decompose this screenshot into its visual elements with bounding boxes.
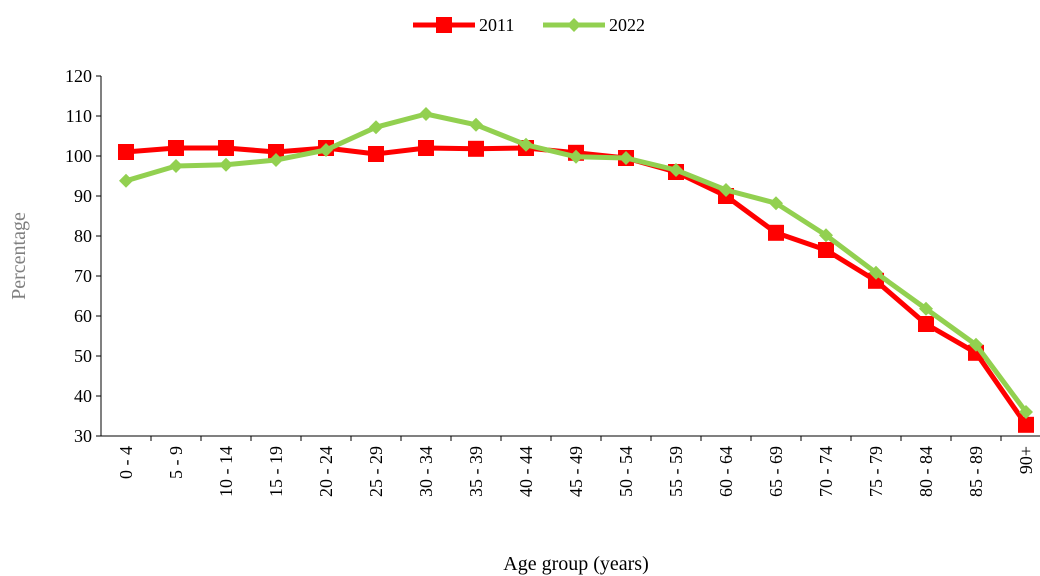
x-tick-label: 45 - 49 [566, 446, 586, 497]
marker [919, 301, 933, 316]
x-tick-label: 65 - 69 [766, 446, 786, 497]
y-tick-label: 60 [74, 306, 92, 326]
x-tick-label: 20 - 24 [316, 446, 336, 497]
marker [169, 159, 183, 173]
x-tick-label: 40 - 44 [516, 446, 536, 497]
marker [519, 137, 533, 152]
y-axis-label: Percentage [8, 212, 30, 300]
y-tick-label: 110 [66, 106, 92, 126]
marker [918, 316, 934, 332]
marker [268, 144, 284, 160]
x-tick-label: 30 - 34 [416, 446, 436, 497]
marker [118, 144, 134, 160]
legend-label: 2011 [479, 15, 514, 35]
marker [368, 146, 384, 162]
x-tick-label: 80 - 84 [916, 446, 936, 497]
marker [719, 183, 733, 197]
x-tick-label: 35 - 39 [466, 446, 486, 497]
x-tick-label: 50 - 54 [616, 446, 636, 497]
marker [436, 17, 452, 33]
marker [419, 107, 433, 121]
y-tick-label: 90 [74, 186, 92, 206]
marker [219, 157, 233, 172]
marker [869, 265, 883, 280]
marker [218, 140, 234, 156]
marker [969, 337, 983, 352]
marker [768, 224, 784, 241]
x-tick-label: 55 - 59 [666, 446, 686, 497]
x-tick-label: 85 - 89 [966, 446, 986, 497]
marker [418, 140, 434, 156]
y-tick-label: 50 [74, 346, 92, 366]
y-tick-label: 70 [74, 266, 92, 286]
marker [119, 173, 133, 188]
x-tick-label: 0 - 4 [116, 446, 136, 479]
y-tick-label: 40 [74, 386, 92, 406]
x-tick-label: 5 - 9 [166, 446, 186, 479]
x-tick-label: 10 - 14 [216, 446, 236, 497]
marker [818, 242, 834, 258]
y-tick-label: 100 [65, 146, 92, 166]
x-tick-label: 75 - 79 [866, 446, 886, 497]
y-tick-label: 120 [65, 66, 92, 86]
x-tick-label: 70 - 74 [816, 446, 836, 497]
y-tick-label: 30 [74, 426, 92, 446]
x-tick-label: 60 - 64 [716, 446, 736, 497]
marker [769, 196, 783, 211]
marker [1019, 405, 1033, 419]
marker [669, 163, 683, 177]
x-tick-label: 25 - 29 [366, 446, 386, 497]
marker [369, 120, 383, 135]
marker [1018, 416, 1034, 433]
marker [569, 149, 583, 164]
x-tick-label: 90+ [1016, 446, 1036, 474]
marker [619, 151, 633, 165]
legend-label: 2022 [609, 15, 645, 35]
marker [168, 140, 184, 156]
marker [319, 143, 333, 157]
x-axis-label: Age group (years) [503, 553, 649, 575]
marker [819, 228, 833, 243]
x-tick-label: 15 - 19 [266, 446, 286, 497]
y-tick-label: 80 [74, 226, 92, 246]
marker [567, 18, 581, 32]
marker [469, 117, 483, 132]
marker [269, 153, 283, 167]
marker [468, 140, 484, 157]
